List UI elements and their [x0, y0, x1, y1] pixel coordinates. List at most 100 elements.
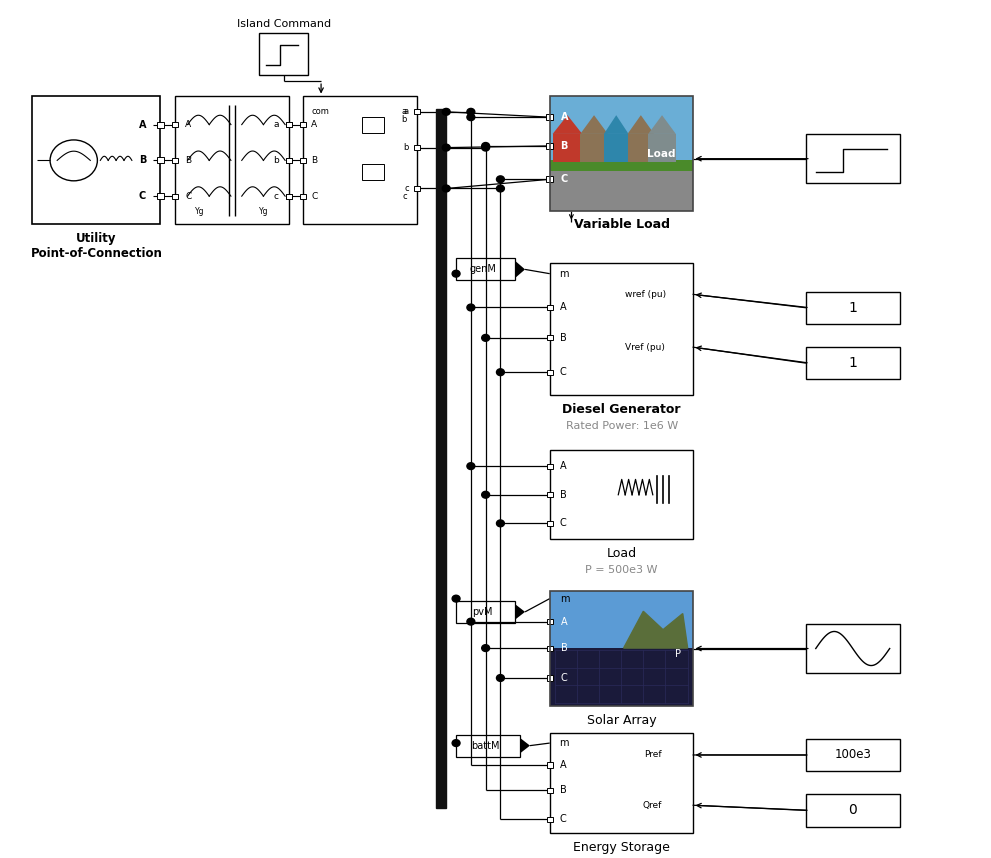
Circle shape: [496, 185, 504, 192]
Bar: [33, 96, 161, 224]
Bar: [456, 258, 515, 281]
Bar: [553, 134, 583, 162]
Bar: [285, 194, 291, 199]
Text: b: b: [403, 143, 408, 152]
Text: C: C: [311, 191, 317, 201]
Circle shape: [467, 108, 475, 115]
Text: A: A: [560, 461, 566, 471]
Polygon shape: [627, 115, 654, 134]
Text: m: m: [560, 269, 569, 279]
Text: com: com: [311, 106, 329, 116]
Circle shape: [442, 185, 450, 192]
Text: Variable Load: Variable Load: [574, 218, 670, 231]
Bar: [547, 817, 553, 822]
Circle shape: [452, 740, 460, 746]
Text: A: A: [185, 120, 191, 129]
Bar: [806, 292, 900, 324]
Bar: [413, 109, 419, 114]
Bar: [456, 734, 520, 757]
Circle shape: [442, 108, 450, 115]
Bar: [550, 590, 693, 705]
Circle shape: [496, 674, 504, 681]
Bar: [547, 675, 553, 680]
Text: B: B: [561, 644, 567, 653]
Text: A: A: [139, 119, 147, 130]
Circle shape: [442, 144, 450, 151]
Text: Diesel Generator: Diesel Generator: [562, 403, 681, 416]
Text: A: A: [311, 120, 317, 129]
Circle shape: [482, 335, 490, 341]
Text: 1: 1: [848, 301, 857, 315]
Text: B: B: [185, 156, 191, 165]
Bar: [806, 624, 900, 674]
Bar: [550, 96, 693, 211]
Bar: [648, 134, 676, 162]
Bar: [172, 194, 178, 199]
Bar: [547, 788, 553, 793]
Text: A: A: [561, 617, 567, 626]
Bar: [157, 193, 164, 199]
Text: b: b: [273, 156, 278, 165]
Text: C: C: [560, 367, 566, 378]
Text: B: B: [560, 490, 566, 499]
Bar: [550, 160, 693, 172]
Polygon shape: [515, 261, 525, 278]
Text: genM: genM: [470, 264, 496, 275]
Bar: [300, 158, 306, 163]
Circle shape: [482, 144, 490, 151]
Text: battM: battM: [471, 740, 499, 751]
Bar: [547, 492, 553, 498]
Text: wref (pu): wref (pu): [625, 290, 666, 299]
Bar: [806, 739, 900, 771]
Text: a: a: [401, 106, 407, 116]
Bar: [547, 370, 553, 375]
Text: C: C: [139, 191, 146, 201]
Bar: [550, 263, 693, 395]
Bar: [285, 122, 291, 127]
Polygon shape: [648, 115, 676, 134]
Bar: [259, 33, 308, 76]
Bar: [436, 109, 446, 808]
Bar: [172, 158, 178, 163]
Text: Qref: Qref: [643, 801, 662, 810]
Bar: [300, 194, 306, 199]
Bar: [806, 134, 900, 184]
Circle shape: [467, 114, 475, 121]
Bar: [547, 463, 553, 468]
Bar: [806, 347, 900, 379]
Circle shape: [482, 644, 490, 651]
Text: C: C: [561, 673, 567, 683]
Text: A: A: [560, 760, 566, 770]
Bar: [581, 134, 607, 162]
Text: Vref (pu): Vref (pu): [625, 342, 665, 352]
Bar: [546, 114, 553, 120]
Text: B: B: [560, 333, 566, 343]
Polygon shape: [515, 604, 525, 619]
Circle shape: [496, 520, 504, 527]
Bar: [547, 305, 553, 310]
Text: C: C: [560, 518, 566, 529]
Bar: [303, 96, 416, 224]
Text: Utility
Point-of-Connection: Utility Point-of-Connection: [31, 232, 163, 260]
Text: A: A: [560, 303, 566, 312]
Text: 0: 0: [848, 803, 857, 818]
Text: Island Command: Island Command: [237, 19, 331, 29]
Polygon shape: [520, 738, 530, 753]
Bar: [546, 176, 553, 182]
Bar: [363, 118, 384, 133]
Bar: [550, 96, 693, 160]
Polygon shape: [553, 115, 583, 134]
Bar: [550, 172, 693, 211]
Bar: [550, 590, 693, 648]
Text: Solar Array: Solar Array: [587, 714, 656, 727]
Text: a: a: [274, 120, 278, 129]
Text: B: B: [560, 785, 566, 795]
Bar: [547, 619, 553, 624]
Bar: [413, 145, 419, 150]
Text: m: m: [560, 738, 569, 748]
Circle shape: [452, 270, 460, 277]
Bar: [627, 134, 654, 162]
Text: c: c: [404, 184, 408, 193]
Bar: [175, 96, 288, 224]
Text: Load: Load: [647, 149, 676, 159]
